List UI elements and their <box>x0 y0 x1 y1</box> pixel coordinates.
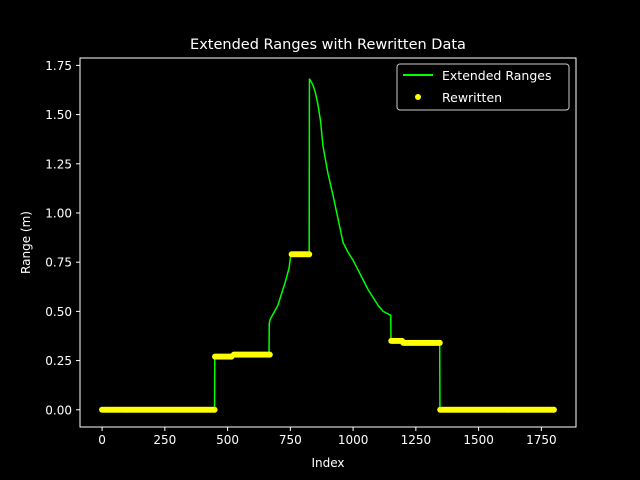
legend-point-swatch <box>415 94 421 100</box>
rewritten-point <box>266 351 273 358</box>
y-tick-label: 0.00 <box>45 403 72 417</box>
legend-label-extended-ranges: Extended Ranges <box>442 68 551 83</box>
y-axis-label: Range (m) <box>19 211 33 274</box>
x-axis-ticks: 0 250 500 750 1000 1250 1500 1750 <box>98 427 557 447</box>
x-tick-label: 250 <box>153 433 176 447</box>
legend-label-rewritten: Rewritten <box>442 90 502 105</box>
rewritten-points <box>99 251 557 413</box>
y-tick-label: 1.25 <box>45 157 72 171</box>
rewritten-point <box>211 406 218 413</box>
chart-title: Extended Ranges with Rewritten Data <box>190 37 466 53</box>
y-tick-label: 0.50 <box>45 305 72 319</box>
legend-box <box>396 63 570 111</box>
x-tick-label: 500 <box>216 433 239 447</box>
x-tick-label: 750 <box>279 433 302 447</box>
y-tick-label: 1.00 <box>45 206 72 220</box>
x-tick-label: 1250 <box>401 433 432 447</box>
x-axis-label: Index <box>311 456 344 470</box>
x-tick-label: 1500 <box>463 433 494 447</box>
y-tick-label: 0.25 <box>45 354 72 368</box>
y-tick-label: 1.75 <box>45 59 72 73</box>
axes-frame <box>79 57 577 428</box>
rewritten-point <box>550 406 557 413</box>
y-tick-label: 1.50 <box>45 108 72 122</box>
y-tick-label: 0.75 <box>45 256 72 270</box>
x-tick-label: 1000 <box>338 433 369 447</box>
x-tick-label: 0 <box>98 433 106 447</box>
x-tick-label: 1750 <box>526 433 557 447</box>
rewritten-point <box>306 251 313 258</box>
legend: Extended Ranges Rewritten <box>396 63 570 111</box>
rewritten-point <box>436 339 443 346</box>
plot-area <box>99 78 557 413</box>
y-axis-ticks: 0.00 0.25 0.50 0.75 1.00 1.25 1.50 1.75 <box>45 59 80 417</box>
